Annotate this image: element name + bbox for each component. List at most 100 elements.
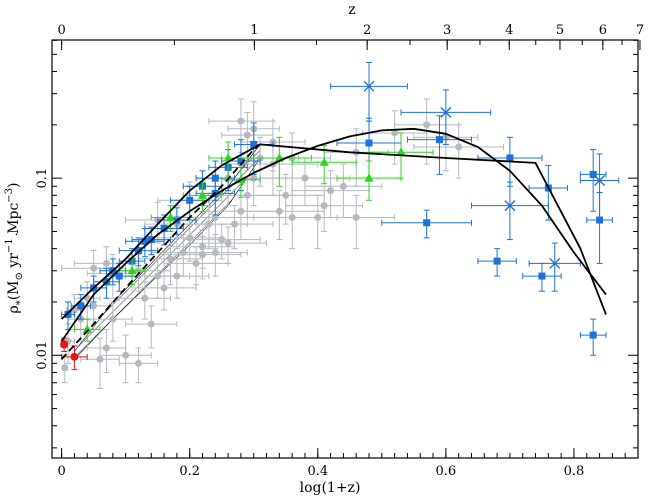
data-point: [301, 174, 309, 182]
data-point: [320, 202, 328, 210]
data-point: [70, 352, 79, 361]
data-point: [102, 259, 110, 267]
data-point: [237, 117, 245, 125]
data-point: [61, 364, 69, 372]
data-point: [127, 265, 137, 275]
y-label-dot: ˙: [13, 232, 20, 248]
data-point: [243, 131, 251, 139]
data-point: [339, 182, 347, 190]
data-point: [231, 220, 239, 228]
data-point: [77, 302, 85, 310]
y-label-close: ): [6, 182, 22, 187]
data-point: [165, 212, 175, 221]
x-tick-label: 0: [57, 464, 65, 479]
data-point: [282, 191, 290, 199]
axis-ticks-layer: 0 0.2 0.4 0.6 0.8 0 1 2 3 4 5 6 7 0.01 0.1: [35, 23, 644, 479]
data-point: [223, 152, 233, 162]
data-point: [186, 196, 194, 204]
y-label-sup3: −3: [4, 188, 15, 203]
data-point: [109, 315, 117, 323]
z-tick-label: 0: [57, 23, 65, 38]
data-point: [352, 213, 360, 221]
data-point: [102, 344, 110, 352]
data-point: [364, 173, 374, 182]
data-point: [173, 272, 181, 280]
data-point: [275, 207, 283, 215]
data-point: [237, 157, 245, 165]
data-point: [396, 147, 406, 156]
data-point: [141, 294, 149, 302]
z-tick-label: 4: [505, 23, 513, 38]
fit-curves-layer: [60, 127, 607, 360]
data-point: [423, 121, 431, 129]
z-tick-label: 3: [443, 23, 451, 38]
data-point: [504, 200, 516, 212]
top-axis-title: z: [348, 2, 355, 18]
data-point: [60, 340, 69, 349]
data-point: [506, 154, 514, 162]
y-label-open: (M: [6, 280, 22, 300]
z-tick-label: 2: [363, 23, 371, 38]
z-tick-label: 1: [250, 23, 258, 38]
curve-1: [60, 127, 607, 342]
data-point: [115, 272, 123, 280]
z-tick-label: 5: [556, 23, 564, 38]
data-point: [435, 136, 443, 144]
data-point: [90, 264, 98, 272]
data-point: [250, 140, 258, 148]
data-point: [90, 302, 98, 310]
data-point: [594, 175, 606, 186]
data-point: [363, 80, 375, 92]
data-point: [455, 143, 463, 151]
data-point: [440, 106, 452, 118]
data-point: [365, 139, 373, 147]
curve-0: [60, 143, 607, 320]
data-point: [82, 324, 92, 333]
data-point: [160, 284, 168, 292]
data-point: [160, 224, 168, 232]
series-2: [330, 61, 620, 292]
y-label-star: *: [15, 300, 26, 305]
data-point: [319, 157, 329, 166]
data-point: [122, 351, 130, 359]
data-point: [134, 359, 142, 367]
data-point: [224, 239, 232, 247]
x-tick-label: 0.8: [564, 464, 585, 479]
y-label-rho: ρ: [6, 305, 22, 313]
data-point: [211, 213, 219, 221]
x-tick-label: 0.4: [307, 464, 328, 479]
data-point: [391, 129, 399, 137]
data-point: [198, 190, 208, 199]
x-axis-title: log(1+z): [300, 480, 361, 496]
data-point: [141, 237, 149, 245]
z-tick-label: 7: [636, 23, 644, 38]
data-point: [218, 236, 226, 244]
x-tick-label: 0.6: [436, 464, 457, 479]
data-point: [423, 219, 431, 227]
data-point: [549, 257, 561, 269]
curve-2: [60, 143, 261, 360]
data-point: [134, 247, 142, 255]
x-tick-label: 0.2: [179, 464, 200, 479]
z-tick-label: 6: [599, 23, 607, 38]
data-point: [96, 355, 104, 363]
data-point: [166, 255, 174, 263]
y-label-yr: yr: [6, 253, 22, 272]
y-tick-label: 0.01: [35, 341, 50, 370]
data-point: [589, 331, 597, 339]
data-point: [199, 251, 207, 259]
data-point: [493, 257, 501, 265]
data-point: [147, 320, 155, 328]
y-label-sun: ⊙: [14, 272, 25, 280]
y-tick-label: 0.1: [35, 168, 50, 189]
data-point: [589, 170, 597, 178]
y-axis-title: ρ*(M⊙ yr−1 Mpc−3): [4, 182, 26, 313]
data-point: [327, 187, 335, 195]
data-point: [192, 259, 200, 267]
y-label-sup1: −1: [4, 238, 15, 253]
y-label-mpc: Mpc: [6, 203, 22, 239]
data-point: [538, 272, 546, 280]
data-point: [64, 310, 72, 318]
